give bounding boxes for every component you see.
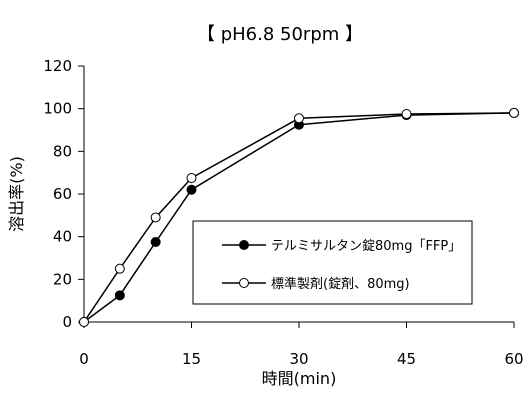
legend-label-1: テルミサルタン錠80mg「FFP」 <box>271 239 461 254</box>
x-axis-ticks: 0 15 30 45 60 <box>79 322 524 368</box>
x-tick-label: 0 <box>79 350 89 368</box>
chart-title: 【 pH6.8 50rpm 】 <box>197 24 363 45</box>
series-2-point <box>150 212 161 223</box>
legend-label-2: 標準製剤(錠剤、80mg) <box>271 276 410 292</box>
y-tick-label: 20 <box>53 270 72 288</box>
y-tick-label: 60 <box>53 185 72 203</box>
series-2-point <box>79 317 89 327</box>
plot-area: 0 20 40 60 80 100 120 0 15 30 45 60 <box>43 57 523 368</box>
series-1-point <box>186 184 197 195</box>
x-tick-label: 60 <box>504 350 523 368</box>
x-tick-label: 45 <box>397 350 416 368</box>
y-tick-label: 120 <box>43 57 72 75</box>
y-tick-label: 40 <box>53 228 72 246</box>
y-tick-label: 100 <box>43 100 72 118</box>
y-axis-ticks: 0 20 40 60 80 100 120 <box>43 57 84 331</box>
series-1-point <box>150 237 161 247</box>
legend-box <box>192 220 473 305</box>
x-axis-title: 時間(min) <box>262 369 337 388</box>
series-layer <box>79 107 519 327</box>
legend-marker-open <box>239 278 249 288</box>
x-tick-label: 30 <box>289 350 308 368</box>
legend: テルミサルタン錠80mg「FFP」 標準製剤(錠剤、80mg) <box>192 220 473 305</box>
y-tick-label: 0 <box>62 313 72 331</box>
series-2-point <box>401 109 412 119</box>
series-2-point <box>186 173 197 183</box>
y-axis-title: 溶出率(%) <box>7 156 26 232</box>
y-tick-label: 80 <box>53 142 72 160</box>
series-2-point <box>509 107 519 118</box>
x-tick-label: 15 <box>182 350 201 368</box>
series-1-point <box>114 290 125 301</box>
series-2-point <box>294 113 304 124</box>
legend-marker-filled <box>239 240 249 250</box>
series-2-point <box>114 263 125 274</box>
